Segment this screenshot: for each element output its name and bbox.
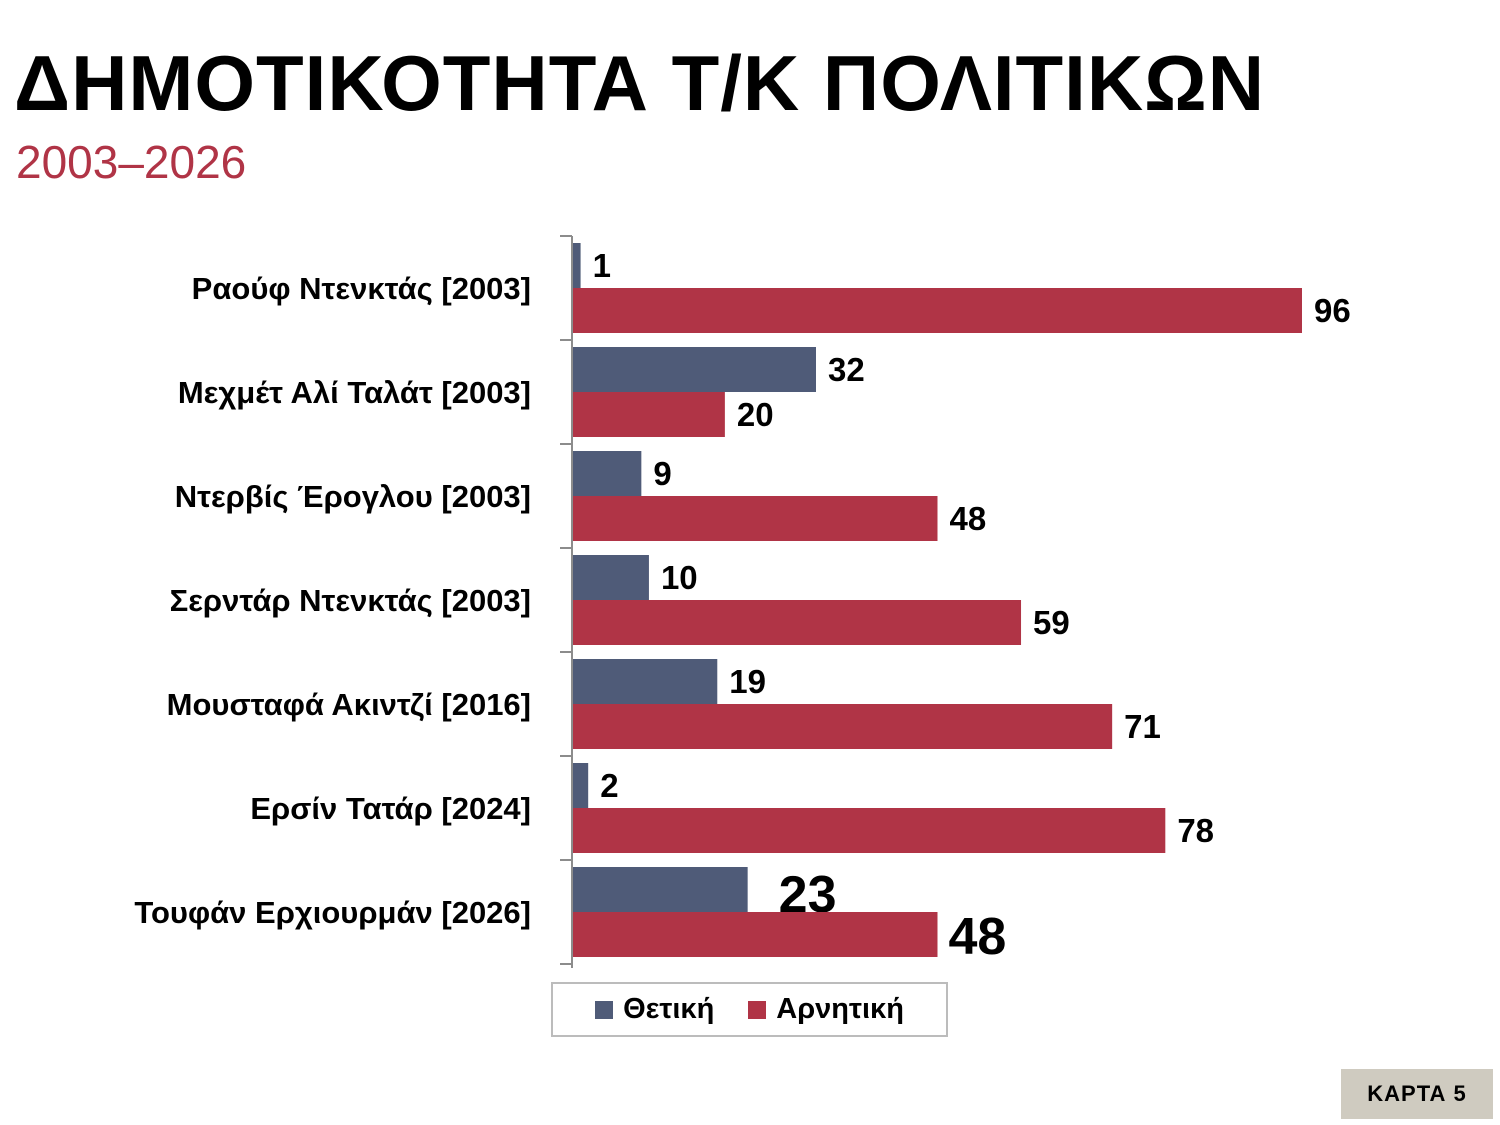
negative-bar [573, 392, 725, 437]
positive-bar [573, 763, 589, 808]
category-label: Μεχμέτ Αλί Ταλάτ [2003] [178, 375, 531, 410]
negative-value-label: 48 [949, 908, 1007, 966]
negative-bar [573, 704, 1113, 749]
legend-entry-positive: Θετική [595, 993, 714, 1026]
negative-bar [573, 808, 1166, 853]
legend-swatch-negative [748, 1000, 767, 1019]
category-label: Σερντάρ Ντενκτάς [2003] [170, 583, 531, 618]
positive-bar [573, 243, 581, 288]
positive-value-label: 9 [653, 455, 671, 492]
negative-value-label: 71 [1124, 708, 1161, 745]
negative-bar [573, 496, 938, 541]
positive-bar [573, 659, 718, 704]
card-number-badge: ΚΑΡΤΑ 5 [1341, 1069, 1493, 1119]
negative-value-label: 20 [737, 396, 774, 433]
negative-value-label: 48 [950, 500, 987, 537]
page-title: ΔΗΜΟΤΙΚΟΤΗΤΑ Τ/Κ ΠΟΛΙΤΙΚΩΝ [14, 39, 1266, 127]
negative-value-label: 78 [1177, 812, 1214, 849]
positive-bar [573, 347, 816, 392]
positive-value-label: 19 [729, 663, 766, 700]
positive-bar [573, 867, 748, 912]
category-label: Ερσίν Τατάρ [2024] [250, 791, 531, 826]
category-label: Ραούφ Ντενκτάς [2003] [192, 271, 531, 306]
negative-bar [573, 600, 1022, 645]
positive-bar [573, 555, 649, 600]
positive-value-label: 2 [600, 767, 618, 804]
page-subtitle: 2003–2026 [16, 136, 247, 188]
positive-value-label: 32 [828, 351, 865, 388]
negative-bar [573, 288, 1302, 333]
positive-value-label: 10 [661, 559, 698, 596]
legend-label-positive: Θετική [623, 993, 715, 1025]
legend-label-negative: Αρνητική [776, 993, 904, 1025]
positive-bar [573, 451, 642, 496]
legend-swatch-positive [595, 1000, 614, 1019]
negative-value-label: 96 [1314, 292, 1351, 329]
chart-legend: Θετική Αρνητική [551, 982, 948, 1037]
negative-value-label: 59 [1033, 604, 1070, 641]
positive-value-label: 1 [593, 247, 611, 284]
legend-entry-negative: Αρνητική [748, 993, 904, 1026]
category-label: Τουφάν Ερχιουρμάν [2026] [134, 895, 531, 930]
bar-chart: Ραούφ Ντενκτάς [2003] 1 96 Μεχμέτ Αλί Ταλάτ… [134, 235, 1351, 968]
negative-bar [573, 912, 938, 957]
category-label: Μουσταφά Ακιντζί [2016] [167, 687, 531, 722]
category-label: Ντερβίς Έρογλου [2003] [175, 479, 531, 514]
